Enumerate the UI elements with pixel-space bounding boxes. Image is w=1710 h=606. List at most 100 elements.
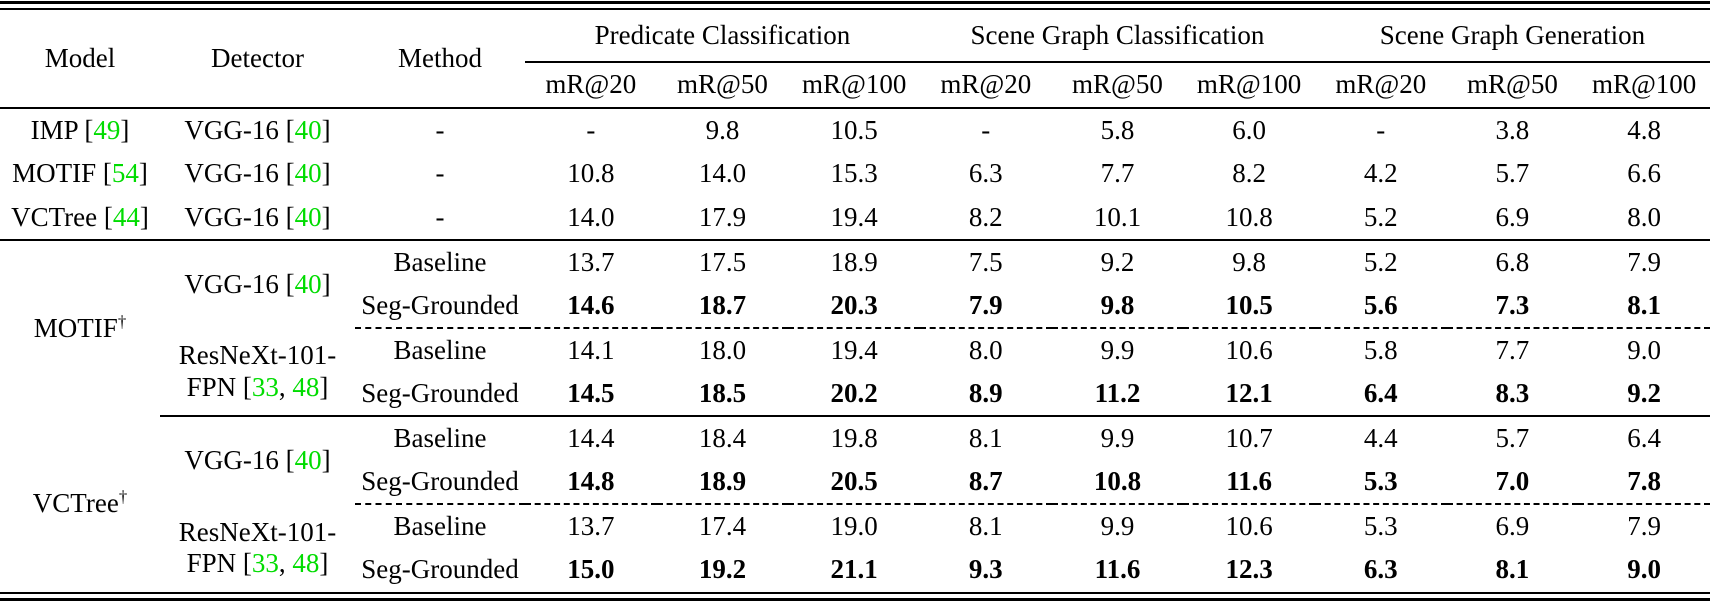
table-row: ResNeXt-101- FPN [33, 48] Baseline 13.7 1… [0, 503, 1710, 578]
model-cell: VCTree [44] [0, 196, 160, 241]
vctree-section: VCTree† VGG-16 [40] Baseline 14.4 18.4 1… [0, 415, 1710, 592]
citation-ref: 48 [292, 548, 320, 578]
value-cell: 9.2 [1627, 377, 1661, 408]
group-header-scene-graph-generation: Scene Graph Generation [1314, 10, 1710, 63]
value-cell: 6.6 [1627, 158, 1661, 189]
method-cell: Seg-Grounded [361, 554, 519, 585]
model-cell: MOTIF [54] [0, 152, 160, 196]
value-cell: 10.6 [1183, 327, 1315, 372]
value-cell: 21.1 [830, 554, 878, 585]
value-cell: 10.8 [567, 158, 615, 189]
text-run: IMP [ [30, 114, 94, 145]
metric-header: mR@50 [656, 62, 789, 109]
citation-ref: 40 [294, 268, 322, 299]
value-cell: 18.7 [698, 289, 747, 320]
citation-ref: 48 [292, 371, 320, 402]
text-run: , [278, 548, 293, 578]
citation-ref: 33 [251, 371, 279, 402]
value-cell: 8.3 [1495, 377, 1530, 408]
metric-header: mR@20 [525, 62, 657, 109]
value-cell: 12.3 [1225, 554, 1273, 585]
method-cell: Baseline [355, 415, 525, 460]
value-cell: 9.9 [1051, 415, 1184, 460]
value-cell: 7.0 [1495, 465, 1530, 496]
value-cell: 14.5 [567, 377, 615, 408]
value-cell: 17.4 [656, 503, 789, 548]
table-row: IMP [49] VGG-16 [40] - - 9.8 10.5 - 5.8 … [0, 108, 1710, 152]
value-cell: 5.7 [1495, 158, 1530, 189]
text-run: VGG-16 [ [184, 268, 295, 299]
value-cell: 9.3 [968, 554, 1003, 585]
detector-cell: ResNeXt-101- FPN [33, 48] [160, 328, 355, 416]
value-cell: 15.0 [567, 554, 615, 585]
value-cell: 5.7 [1446, 415, 1579, 460]
value-cell: 14.0 [525, 196, 657, 241]
value-cell: 14.0 [698, 158, 747, 189]
method-cell: - [435, 114, 445, 145]
metric-header: mR@50 [1051, 62, 1184, 109]
value-cell: 7.7 [1100, 158, 1135, 189]
metric-header: mR@20 [1314, 62, 1447, 109]
metric-header: mR@50 [1446, 62, 1579, 109]
metric-header: mR@100 [788, 62, 920, 109]
value-cell: 9.8 [1100, 289, 1135, 320]
value-cell: 17.5 [698, 246, 747, 277]
value-cell: 10.5 [830, 114, 878, 145]
text-run: VGG-16 [ [184, 158, 295, 189]
legacy-models-section: IMP [49] VGG-16 [40] - - 9.8 10.5 - 5.8 … [0, 108, 1710, 241]
value-cell: 8.1 [919, 503, 1052, 548]
text-run: ] [321, 444, 331, 475]
value-cell: 6.4 [1363, 377, 1398, 408]
value-cell: 12.1 [1225, 377, 1273, 408]
value-cell: 10.1 [1051, 196, 1184, 241]
text-run: FPN [ [186, 548, 252, 578]
method-cell: Seg-Grounded [361, 465, 519, 496]
text-run: VCTree [32, 488, 119, 519]
citation-ref: 49 [93, 114, 121, 145]
metric-header: mR@100 [1183, 62, 1315, 109]
detector-cell: VGG-16 [40] [160, 240, 355, 328]
value-cell: 7.5 [968, 246, 1003, 277]
value-cell: 18.0 [656, 327, 789, 372]
method-cell: Baseline [355, 327, 525, 372]
value-cell: 14.8 [567, 465, 615, 496]
value-cell: 14.4 [525, 415, 657, 460]
value-cell: 6.9 [1446, 196, 1579, 241]
citation-ref: 33 [251, 548, 279, 578]
value-cell: 11.6 [1226, 465, 1272, 496]
model-cell: VCTree† [0, 416, 160, 592]
value-cell: 5.6 [1363, 289, 1398, 320]
table-row: MOTIF† VGG-16 [40] Baseline 13.7 17.5 18… [0, 240, 1710, 343]
table-row: Seg-Grounded 14.5 18.5 20.2 8.9 11.2 12.… [0, 372, 1710, 416]
value-cell: 6.8 [1495, 246, 1530, 277]
table-row: Seg-Grounded 14.6 18.7 20.3 7.9 9.8 10.5… [0, 284, 1710, 328]
value-cell: 8.1 [1495, 554, 1530, 585]
value-cell: 20.5 [830, 465, 878, 496]
value-cell: 7.8 [1627, 465, 1661, 496]
method-cell: Seg-Grounded [361, 289, 519, 320]
method-cell: - [435, 158, 445, 189]
value-cell: 9.8 [705, 114, 740, 145]
citation-ref: 40 [294, 114, 322, 145]
text-run: ] [319, 371, 329, 402]
value-cell: 9.0 [1578, 327, 1710, 372]
value-cell: - [586, 114, 596, 145]
value-cell: 4.2 [1363, 158, 1398, 189]
value-cell: 5.2 [1314, 196, 1447, 241]
method-cell: Baseline [355, 503, 525, 548]
metric-header: mR@100 [1578, 62, 1710, 109]
value-cell: 8.7 [968, 465, 1003, 496]
value-cell: 20.3 [830, 289, 878, 320]
bottom-rule-outer [0, 598, 1710, 601]
value-cell: 13.7 [567, 246, 615, 277]
value-cell: 9.2 [1100, 246, 1135, 277]
value-cell: 5.2 [1363, 246, 1398, 277]
value-cell: 3.8 [1495, 114, 1530, 145]
text-run: MOTIF [ [12, 158, 112, 189]
text-run: VGG-16 [ [184, 114, 295, 145]
detector-cell: VGG-16 [40] [160, 415, 355, 504]
value-cell: 7.7 [1446, 327, 1579, 372]
value-cell: 5.3 [1314, 503, 1447, 548]
value-cell: 7.3 [1495, 289, 1530, 320]
dagger-marker: † [117, 311, 127, 331]
